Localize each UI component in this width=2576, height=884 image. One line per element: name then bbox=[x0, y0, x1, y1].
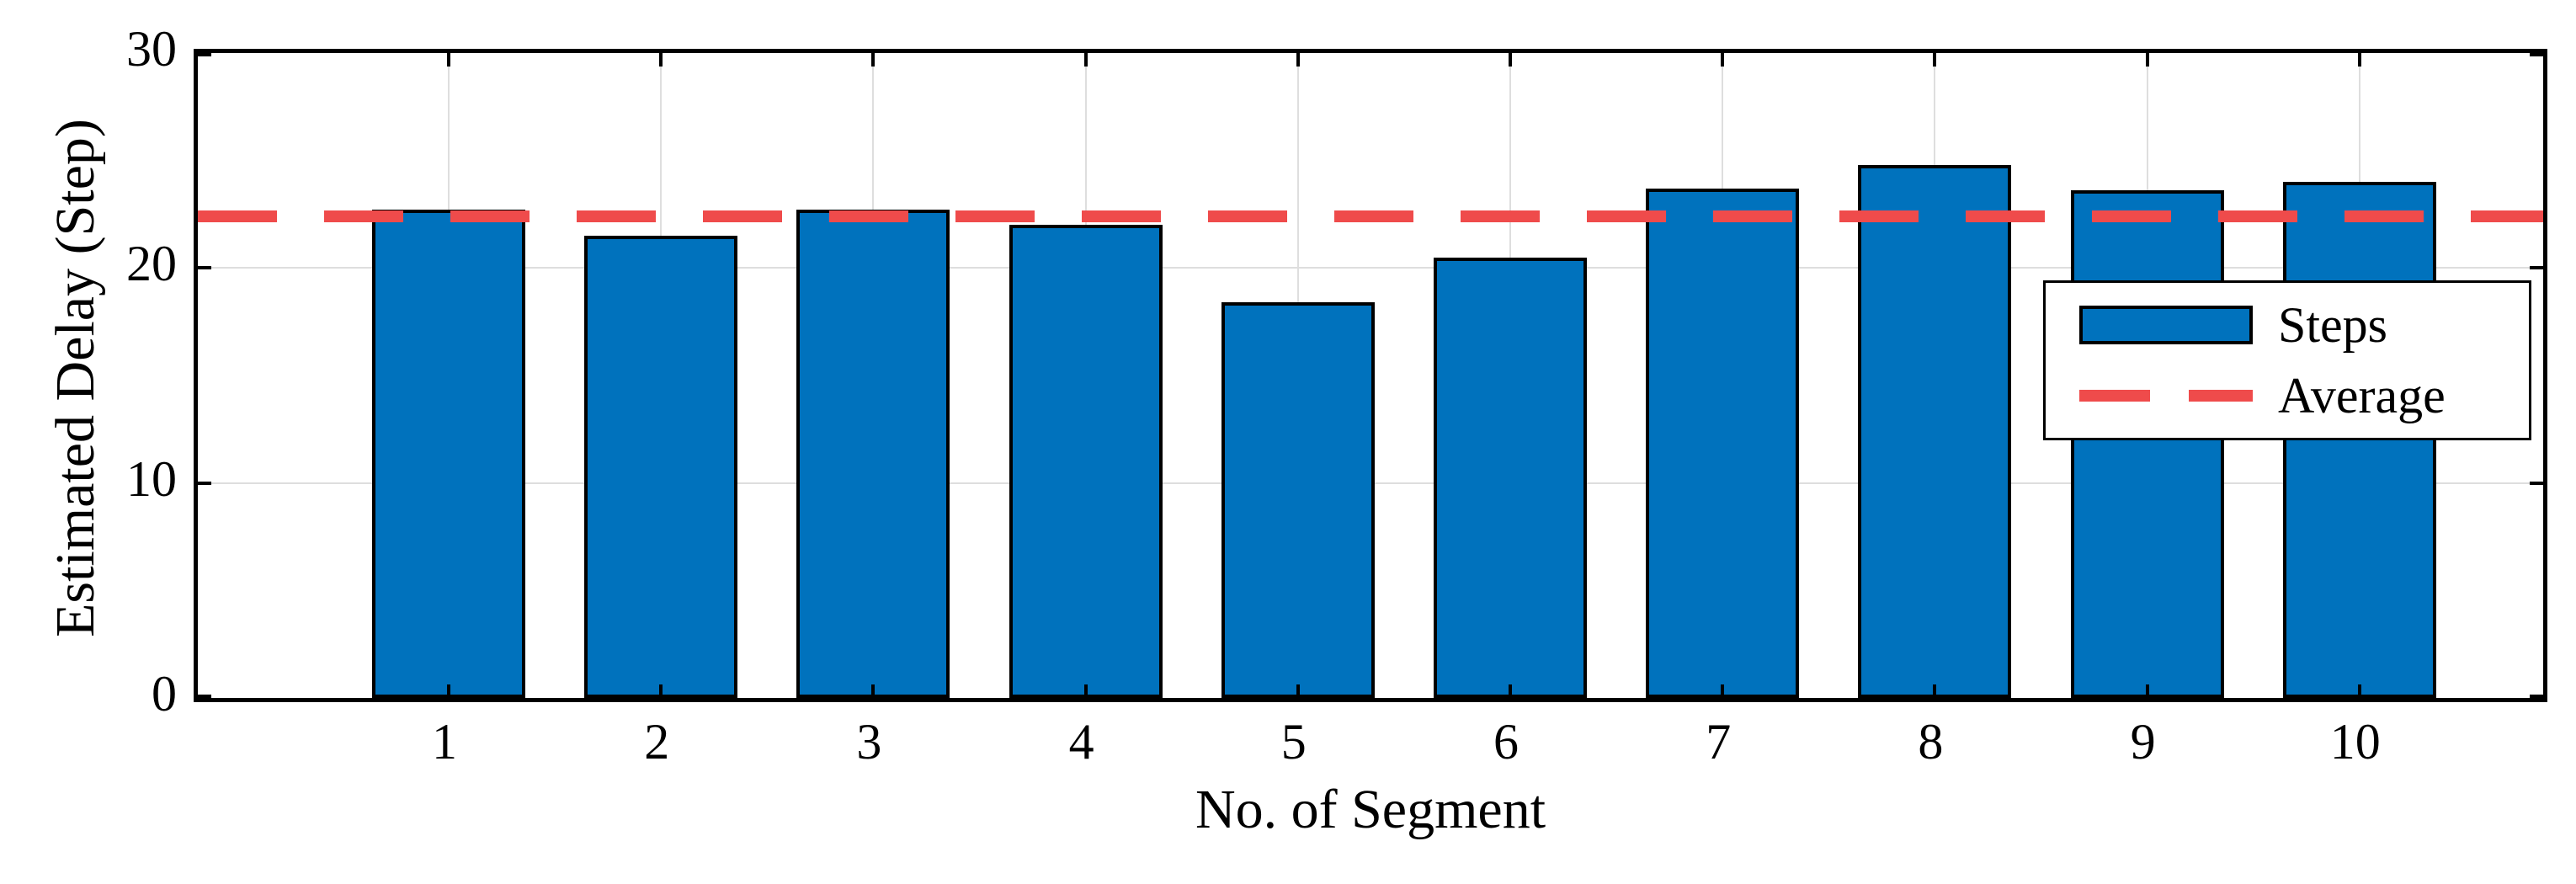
x-tick-mark bbox=[447, 684, 450, 698]
y-tick-label: 20 bbox=[126, 236, 177, 292]
bar-segment-5 bbox=[1221, 302, 1375, 698]
x-tick-label: 5 bbox=[1280, 714, 1307, 770]
y-tick-mark bbox=[198, 481, 211, 485]
y-tick-mark bbox=[2530, 266, 2543, 270]
legend-label-average: Average bbox=[2278, 368, 2446, 424]
x-tick-label: 10 bbox=[2329, 714, 2381, 770]
x-tick-mark bbox=[1509, 684, 1512, 698]
x-tick-label: 2 bbox=[644, 714, 670, 770]
bar-segment-8 bbox=[1858, 164, 2012, 698]
y-tick-mark bbox=[2530, 481, 2543, 485]
bar-segment-4 bbox=[1009, 225, 1163, 698]
y-tick-mark bbox=[198, 53, 211, 56]
x-tick-label: 8 bbox=[1918, 714, 1944, 770]
x-tick-mark bbox=[1933, 684, 1937, 698]
x-tick-mark bbox=[2145, 684, 2149, 698]
legend: Steps Average bbox=[2043, 280, 2531, 440]
bar-segment-6 bbox=[1434, 257, 1587, 698]
x-tick-label: 3 bbox=[856, 714, 882, 770]
y-tick-mark bbox=[2530, 53, 2543, 56]
x-tick-mark bbox=[1509, 53, 1512, 67]
x-tick-mark bbox=[447, 53, 450, 67]
x-tick-mark bbox=[1933, 53, 1937, 67]
bar-segment-9 bbox=[2070, 190, 2224, 698]
y-tick-label: 10 bbox=[126, 450, 177, 507]
average-line bbox=[198, 210, 2543, 223]
bar-segment-2 bbox=[584, 236, 738, 698]
x-tick-label: 9 bbox=[2130, 714, 2156, 770]
x-tick-mark bbox=[1721, 53, 1725, 67]
x-tick-label: 4 bbox=[1068, 714, 1094, 770]
x-tick-mark bbox=[1296, 684, 1300, 698]
x-tick-mark bbox=[2357, 684, 2361, 698]
x-tick-label: 1 bbox=[432, 714, 457, 770]
x-tick-mark bbox=[1083, 53, 1088, 67]
x-axis-label: No. of Segment bbox=[1195, 779, 1546, 840]
x-tick-label: 7 bbox=[1706, 714, 1732, 770]
y-tick-mark bbox=[198, 695, 211, 698]
bar-segment-1 bbox=[372, 210, 525, 698]
x-tick-mark bbox=[1083, 684, 1088, 698]
legend-dash-swatch bbox=[2079, 390, 2253, 402]
x-tick-mark bbox=[871, 53, 876, 67]
bar-segment-7 bbox=[1646, 188, 1800, 698]
bar-segment-3 bbox=[796, 210, 950, 698]
gridline-horizontal bbox=[198, 267, 2543, 269]
y-axis-label: Estimated Delay (Step) bbox=[45, 119, 106, 637]
legend-item-steps: Steps bbox=[2046, 296, 2529, 354]
legend-bar-swatch bbox=[2079, 305, 2253, 344]
y-tick-label: 0 bbox=[152, 666, 177, 722]
x-tick-mark bbox=[871, 684, 876, 698]
x-tick-mark bbox=[2357, 53, 2361, 67]
x-tick-mark bbox=[2145, 53, 2149, 67]
y-tick-mark bbox=[2530, 695, 2543, 698]
x-tick-mark bbox=[1721, 684, 1725, 698]
plot-area: Steps Average bbox=[194, 49, 2547, 702]
legend-item-average: Average bbox=[2046, 366, 2529, 425]
y-tick-label: 30 bbox=[126, 21, 177, 77]
x-tick-mark bbox=[1296, 53, 1300, 67]
x-tick-mark bbox=[659, 684, 663, 698]
x-tick-mark bbox=[659, 53, 663, 67]
legend-label-steps: Steps bbox=[2278, 296, 2388, 353]
y-tick-mark bbox=[198, 266, 211, 270]
x-tick-label: 6 bbox=[1493, 714, 1519, 770]
